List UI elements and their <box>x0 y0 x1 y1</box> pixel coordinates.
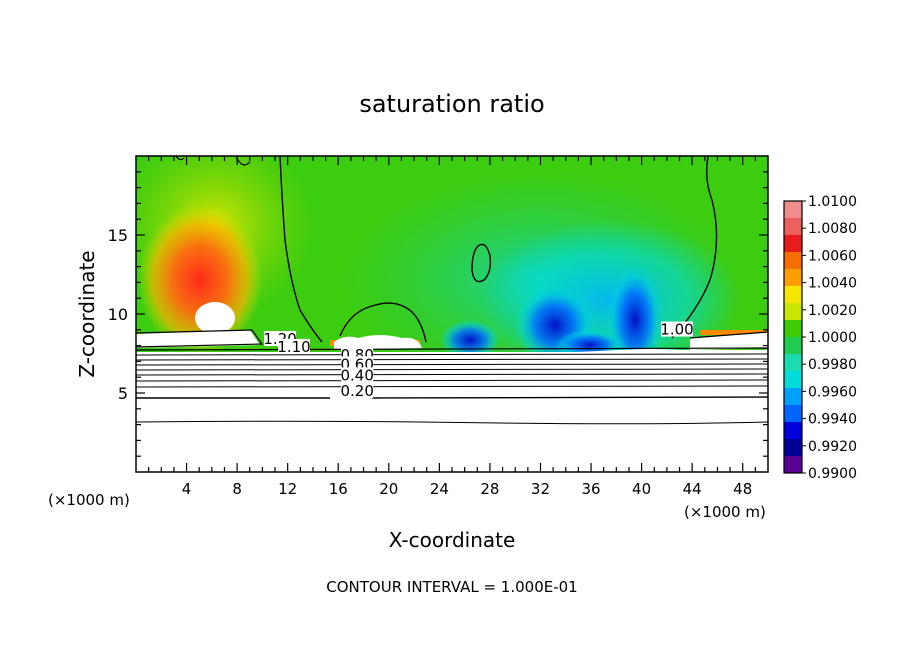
colorbar-swatch <box>784 218 802 236</box>
orange-edge-right <box>700 330 766 335</box>
y-axis-label: Z-coordinate <box>75 250 99 377</box>
contour-line <box>671 156 718 339</box>
contour-interval-note: CONTOUR INTERVAL = 1.000E-01 <box>326 578 577 596</box>
x-tick-label: 16 <box>329 480 348 498</box>
colorbar-label: 1.0080 <box>808 221 857 237</box>
colorbar-label: 0.9940 <box>808 412 857 428</box>
contour-label: 0.40 <box>340 366 373 384</box>
x-tick-label: 44 <box>683 480 702 498</box>
colorbar-swatch <box>784 269 802 287</box>
contour-line <box>136 396 768 399</box>
x-tick-label: 20 <box>379 480 398 498</box>
contour-line <box>471 243 492 283</box>
contour-line <box>136 379 768 382</box>
colorbar-swatch <box>784 201 802 219</box>
contour-line <box>136 353 768 356</box>
contour-line <box>136 347 768 351</box>
colorbar-label: 0.9960 <box>808 384 857 400</box>
colorbar-swatch <box>784 371 802 389</box>
contour-line <box>175 156 185 161</box>
colorbar-label: 0.9980 <box>808 357 857 373</box>
x-tick-label: 28 <box>480 480 499 498</box>
contour-line <box>136 420 768 425</box>
cloud-patch-left <box>136 330 260 348</box>
colorbar-label: 1.0020 <box>808 303 857 319</box>
blue-core-3 <box>440 320 500 360</box>
colorbar-swatch <box>784 422 802 440</box>
contour-labels: 1.201.100.800.600.400.201.00 <box>263 321 693 401</box>
cloud-patch-mid <box>334 335 422 350</box>
colorbar-label: 0.9920 <box>808 439 857 455</box>
contour-label: 0.20 <box>340 382 373 400</box>
colorbar-label: 1.0100 <box>808 194 857 210</box>
x-axis: 4 8 12 16 20 24 28 32 36 40 44 48 <box>148 156 756 498</box>
x-tick-label: 4 <box>182 480 192 498</box>
contour-label: 1.00 <box>660 321 693 339</box>
colorbar-swatch <box>784 252 802 270</box>
colorbar-swatch <box>784 405 802 423</box>
colorbar-label: 1.0000 <box>808 330 857 346</box>
contour-line <box>136 385 768 388</box>
contour-label-bg <box>341 383 374 399</box>
lower-white-edge <box>136 349 768 360</box>
colorbar-swatch <box>784 286 802 304</box>
lower-white-area <box>136 352 768 472</box>
contour-line <box>339 302 427 343</box>
x-tick-label: 32 <box>531 480 550 498</box>
x-axis-label: X-coordinate <box>389 528 516 552</box>
colorbar-swatch <box>784 337 802 355</box>
colorbar-label: 1.0060 <box>808 248 857 264</box>
colorbar-swatch <box>784 303 802 321</box>
contour-line <box>279 156 323 343</box>
contour-line <box>136 373 768 376</box>
contour-label: 1.10 <box>277 338 310 356</box>
contour-line <box>136 329 264 348</box>
colorbar-swatch <box>784 439 802 457</box>
colorbar-swatch <box>784 354 802 372</box>
colorbar-label: 1.0040 <box>808 276 857 292</box>
y-axis: 5 10 15 <box>108 171 768 457</box>
contour-label-bg <box>278 338 310 354</box>
colorbar-swatch <box>784 320 802 338</box>
colorbar-swatch <box>784 235 802 253</box>
contour-label-bg <box>341 367 374 383</box>
colorbar-label: 0.9900 <box>808 466 857 482</box>
x-unit-label-left: (×1000 m) <box>48 491 130 509</box>
y-tick-label: 10 <box>108 305 128 324</box>
x-tick-label: 24 <box>430 480 449 498</box>
contour-line <box>136 358 768 361</box>
heatmap-field <box>136 156 768 472</box>
x-tick-label: 40 <box>632 480 651 498</box>
contour-label-bg <box>660 321 693 337</box>
y-tick-label: 15 <box>108 226 128 245</box>
x-unit-label-right: (×1000 m) <box>684 503 766 521</box>
x-tick-label: 48 <box>733 480 752 498</box>
y-tick-label: 5 <box>118 384 128 403</box>
colorbar-swatch <box>784 456 802 474</box>
x-tick-label: 36 <box>581 480 600 498</box>
contour-line <box>136 368 768 371</box>
contour-line <box>136 363 768 366</box>
chart-title: saturation ratio <box>359 90 544 118</box>
x-tick-label: 12 <box>278 480 297 498</box>
white-peak <box>195 302 235 334</box>
x-tick-label: 8 <box>232 480 242 498</box>
colorbar-swatch <box>784 388 802 406</box>
contour-line <box>689 331 768 339</box>
colorbar: 1.0100 1.0080 1.0060 1.0040 1.0020 1.0000 0.99… <box>783 194 857 482</box>
